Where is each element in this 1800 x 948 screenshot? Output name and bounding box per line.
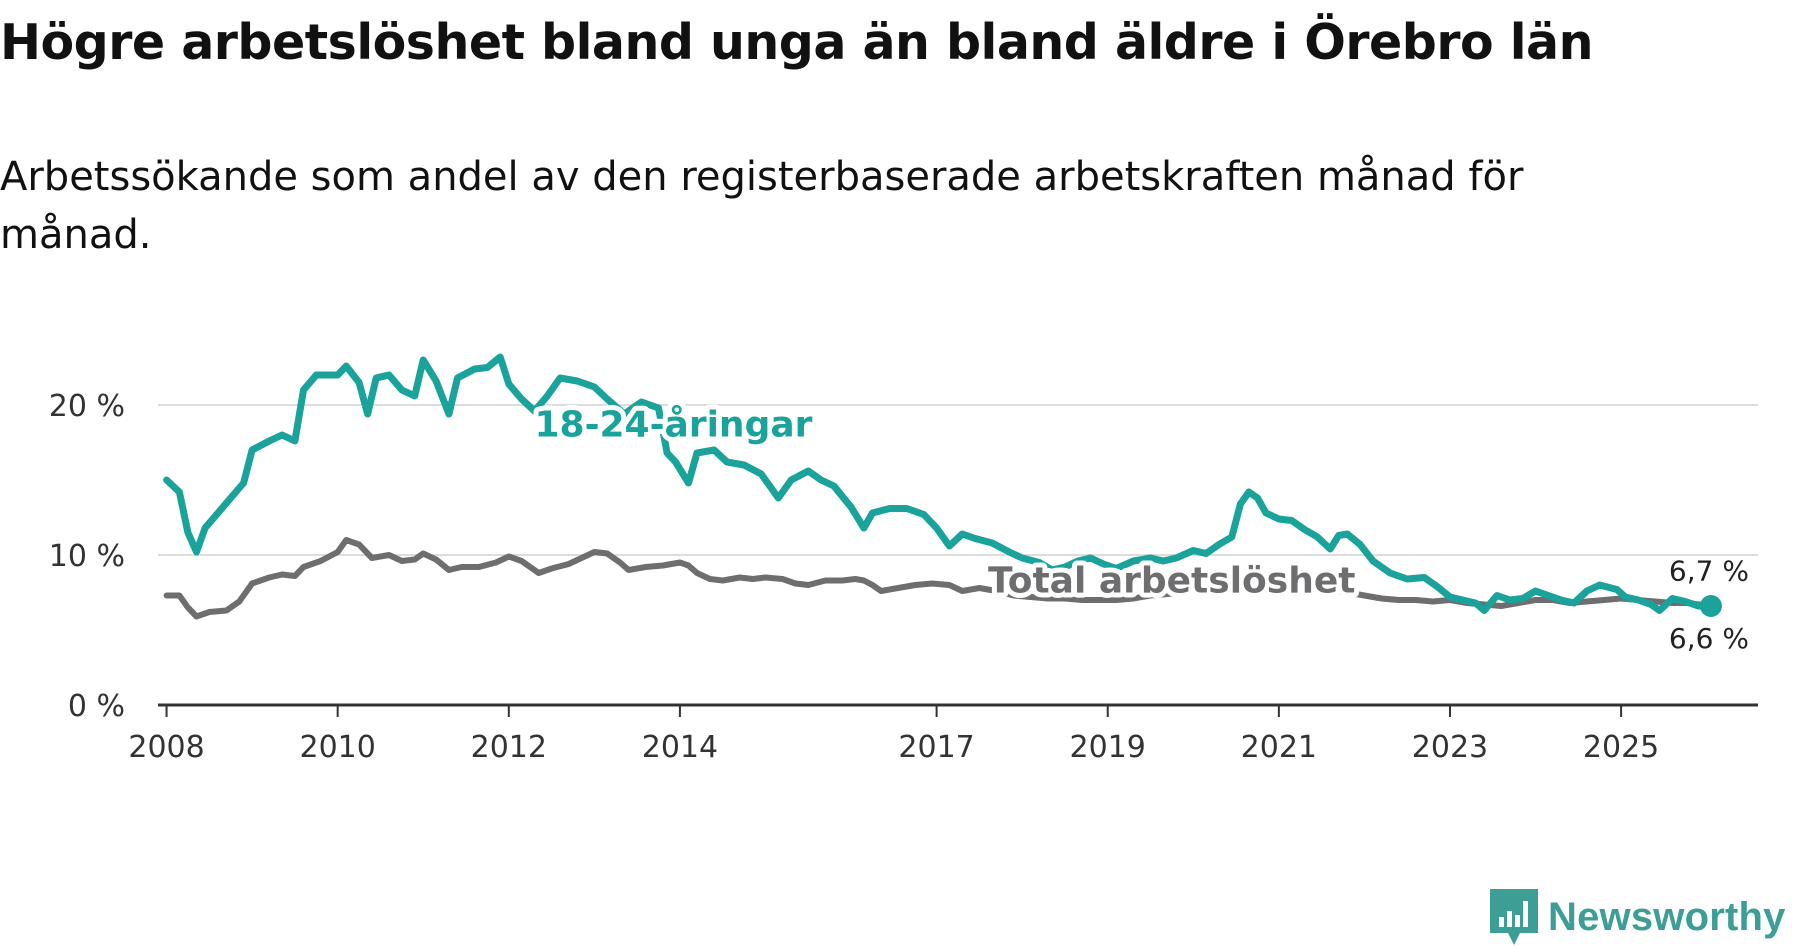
x-tick-label: 2010 <box>299 730 375 765</box>
logo-text: Newsworthy <box>1548 894 1786 939</box>
chart-subtitle: Arbetssökande som andel av den registerb… <box>0 154 1524 258</box>
bar-chart-icon <box>1490 889 1538 945</box>
x-tick-label: 2023 <box>1412 730 1488 765</box>
series-label-total: Total arbetslöshet <box>988 561 1356 602</box>
end-label-youth: 6,6 % <box>1669 622 1749 655</box>
axes: 0 % 10 % 20 % 2008 2010 2012 2014 2017 2019 2021 2… <box>49 389 1758 765</box>
gridlines <box>158 404 1758 556</box>
series-label-youth: 18-24-åringar <box>534 405 812 446</box>
y-tick-label: 20 % <box>49 389 125 424</box>
x-tick-label: 2025 <box>1583 730 1659 765</box>
end-point-youth <box>1699 595 1722 617</box>
x-tick-label: 2019 <box>1070 730 1146 765</box>
x-tick-label: 2012 <box>471 730 547 765</box>
y-tick-label: 10 % <box>49 539 125 574</box>
series-line-total <box>163 537 1714 620</box>
series-labels: 6,7 % 6,6 % 18-24-åringar Total arbetslöshe… <box>529 400 1749 656</box>
x-tick-label: 2014 <box>642 730 718 765</box>
chart-title: Högre arbetslöshet bland unga än bland ä… <box>0 14 1593 71</box>
newsworthy-logo: Newsworthy <box>1490 888 1786 946</box>
series-lines <box>163 353 1722 620</box>
series-line-youth <box>163 353 1715 614</box>
y-tick-label: 0 % <box>68 689 125 724</box>
x-tick-label: 2021 <box>1241 730 1317 765</box>
end-label-total: 6,7 % <box>1669 555 1749 588</box>
x-tick-label: 2017 <box>898 730 974 765</box>
x-tick-label: 2008 <box>128 730 204 765</box>
